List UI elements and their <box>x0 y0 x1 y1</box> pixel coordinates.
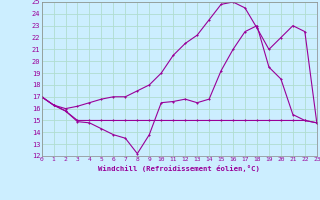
X-axis label: Windchill (Refroidissement éolien,°C): Windchill (Refroidissement éolien,°C) <box>98 165 260 172</box>
